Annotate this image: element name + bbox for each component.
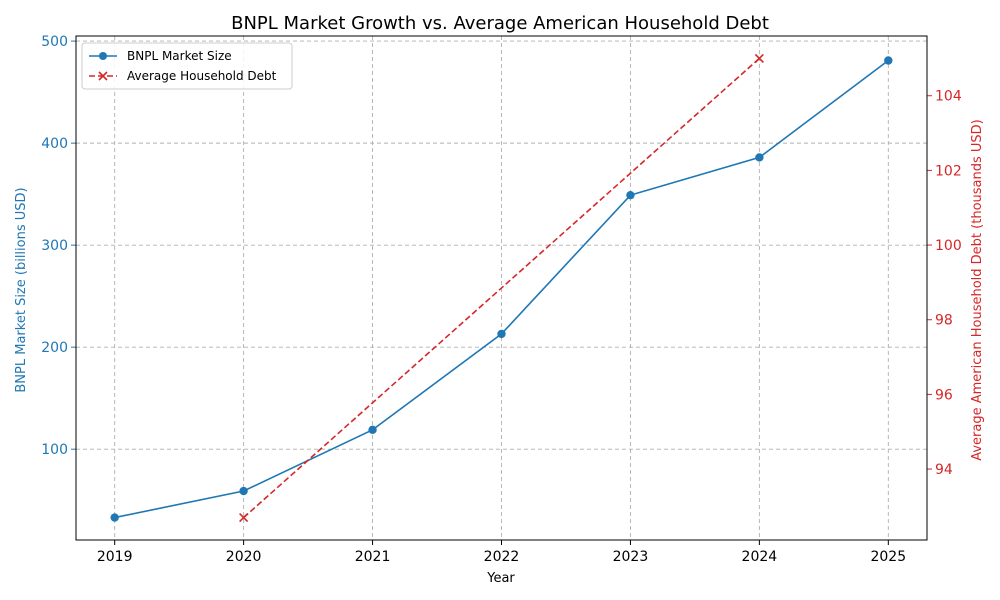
y-left-tick-label: 200 [41, 340, 68, 356]
y-left-tick-label: 100 [41, 442, 68, 458]
y-right-tick-label: 94 [935, 462, 953, 478]
y-right-tick-label: 104 [935, 89, 962, 105]
series-layer [110, 53, 893, 523]
data-point [626, 190, 635, 200]
y-left-axis-title: BNPL Market Size (billions USD) [14, 187, 29, 392]
y-right-tick-label: 102 [935, 163, 962, 179]
x-axis-title: Year [486, 571, 515, 586]
data-point [884, 56, 893, 65]
legend-label: Average Household Debt [127, 69, 277, 83]
series-line-1 [243, 57, 760, 519]
chart-title: BNPL Market Growth vs. Average American … [231, 13, 769, 34]
x-tick-label: 2022 [484, 549, 520, 565]
grid-layer [76, 36, 927, 540]
data-point [755, 153, 764, 162]
plot-frame [75, 35, 928, 541]
axes-layer: 2019 2020 2021 2022 2023 2024 2025 100 200 300 400… [41, 34, 962, 565]
data-point [497, 329, 506, 339]
y-right-tick-label: 96 [935, 387, 953, 403]
data-point [754, 53, 764, 63]
x-tick-label: 2019 [97, 549, 133, 565]
x-tick-label: 2025 [870, 549, 906, 565]
x-tick-label: 2023 [613, 549, 649, 565]
legend-label: BNPL Market Size [127, 49, 232, 63]
legend: BNPL Market Size Average Household Debt [81, 42, 293, 90]
x-tick-label: 2021 [355, 549, 391, 565]
data-point [110, 513, 119, 522]
y-left-tick-label: 400 [41, 136, 68, 152]
data-point [239, 513, 249, 523]
x-tick-label: 2020 [226, 549, 262, 565]
y-left-tick-label: 500 [41, 34, 68, 50]
legend-frame [81, 42, 293, 90]
legend-marker [99, 52, 107, 60]
data-point [368, 425, 377, 435]
legend-marker [98, 71, 108, 81]
x-tick-label: 2024 [742, 549, 778, 565]
data-point [239, 486, 248, 496]
y-right-tick-label: 98 [935, 313, 953, 329]
legend-items: BNPL Market Size Average Household Debt [89, 49, 277, 83]
y-right-tick-label: 100 [935, 238, 962, 254]
y-left-tick-label: 300 [41, 238, 68, 254]
y-right-axis-title: Average American Household Debt (thousan… [970, 119, 985, 461]
